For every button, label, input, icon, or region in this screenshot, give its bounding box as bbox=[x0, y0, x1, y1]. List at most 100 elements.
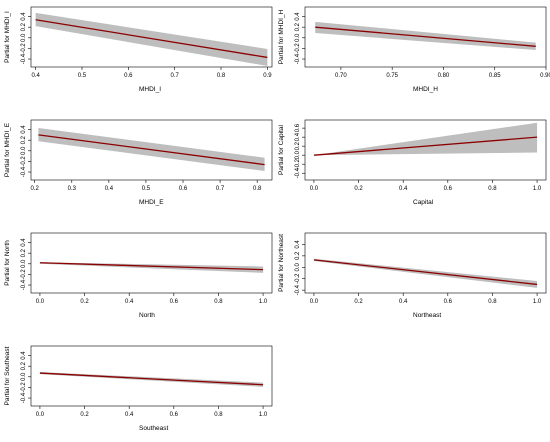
y-tick-label: 0.0 bbox=[295, 150, 301, 159]
x-tick-label: 0.6 bbox=[170, 412, 179, 418]
y-tick-label: -0.4 bbox=[21, 166, 27, 177]
x-tick-label: 0.4 bbox=[399, 299, 408, 305]
x-tick-label: 0.6 bbox=[444, 186, 453, 192]
fitted-line bbox=[39, 372, 264, 386]
y-tick-label: 0.2 bbox=[21, 135, 27, 144]
y-axis-label: Partial for North bbox=[4, 240, 11, 286]
x-tick-label: 0.7 bbox=[171, 73, 180, 79]
y-axis-label: Partial for Capital bbox=[278, 125, 285, 175]
y-tick-label: 0.4 bbox=[295, 240, 301, 249]
y-tick-label: 0.2 bbox=[21, 22, 27, 31]
x-tick-label: 0.2 bbox=[354, 186, 363, 192]
y-tick-label: 0.2 bbox=[295, 141, 301, 150]
x-tick-label: 0.0 bbox=[310, 186, 319, 192]
plot-frame bbox=[30, 345, 273, 407]
x-tick-label: 0.80 bbox=[438, 73, 450, 79]
y-tick-label: -0.2 bbox=[21, 43, 27, 54]
y-tick-label: 0.4 bbox=[295, 132, 301, 141]
y-tick-label: 0.2 bbox=[295, 22, 301, 31]
y-tick-label: -0.2 bbox=[295, 158, 301, 169]
x-axis-label: North bbox=[139, 312, 155, 319]
x-tick-label: 0.0 bbox=[36, 299, 45, 305]
x-tick-label: 0.5 bbox=[142, 186, 151, 192]
x-tick-label: 1.0 bbox=[533, 186, 542, 192]
x-axis-label: Capital bbox=[413, 199, 434, 206]
x-tick-label: 0.4 bbox=[125, 299, 134, 305]
y-tick-label: 0.2 bbox=[295, 251, 301, 260]
x-tick-label: 0.90 bbox=[540, 73, 550, 79]
panel-4: 0.0 0.2 0.4 0.6 0.8 1.0-0.4-0.20.00.20.40.6Ca… bbox=[278, 119, 547, 206]
x-axis-label: MHDI_E bbox=[139, 199, 164, 206]
x-tick-label: 0.2 bbox=[31, 186, 40, 192]
y-tick-label: -0.2 bbox=[295, 273, 301, 284]
y-tick-label: 0.0 bbox=[21, 33, 27, 42]
y-tick-label: 0.0 bbox=[295, 33, 301, 42]
confidence-band bbox=[313, 122, 538, 156]
x-tick-label: 0.6 bbox=[444, 299, 453, 305]
y-tick-label: 0.2 bbox=[21, 248, 27, 257]
y-tick-label: 0.4 bbox=[21, 12, 27, 21]
x-tick-label: 1.0 bbox=[259, 412, 268, 418]
x-tick-label: 0.8 bbox=[253, 186, 262, 192]
x-tick-label: 0.6 bbox=[170, 299, 179, 305]
y-tick-label: 0.2 bbox=[21, 361, 27, 370]
panel-3: 0.2 0.3 0.4 0.5 0.6 0.7 0.8-0.4-0.20.00.20.4MH… bbox=[4, 119, 273, 206]
x-tick-label: 0.4 bbox=[125, 412, 134, 418]
y-tick-label: -0.2 bbox=[21, 269, 27, 280]
x-tick-label: 0.7 bbox=[216, 186, 225, 192]
plot-frame bbox=[30, 6, 273, 68]
y-tick-label: 0.0 bbox=[21, 146, 27, 155]
x-tick-label: 0.4 bbox=[105, 186, 114, 192]
panel-7: 0.0 0.2 0.4 0.6 0.8 1.0-0.4-0.20.00.20.4South… bbox=[4, 345, 273, 432]
plot-frame bbox=[304, 232, 547, 294]
x-tick-label: 0.70 bbox=[335, 73, 347, 79]
x-tick-label: 0.0 bbox=[36, 412, 45, 418]
x-axis-label: MHDI_H bbox=[413, 86, 438, 93]
plot-frame bbox=[304, 119, 547, 181]
x-tick-label: 0.9 bbox=[263, 73, 272, 79]
y-axis-label: Partial for MHDI_I bbox=[4, 11, 11, 63]
fitted-line bbox=[313, 136, 538, 156]
y-tick-label: 0.4 bbox=[21, 238, 27, 247]
plot-frame bbox=[30, 232, 273, 294]
fitted-line bbox=[315, 26, 536, 47]
x-axis-label: Southeast bbox=[139, 425, 168, 432]
fitted-line bbox=[313, 259, 538, 286]
x-tick-label: 0.4 bbox=[399, 186, 408, 192]
x-tick-label: 0.0 bbox=[310, 299, 319, 305]
y-tick-label: -0.2 bbox=[21, 382, 27, 393]
y-axis-label: Partial for MHDI_E bbox=[4, 122, 11, 177]
y-tick-label: -0.4 bbox=[295, 284, 301, 295]
y-tick-label: 0.6 bbox=[295, 123, 301, 132]
x-tick-label: 0.2 bbox=[80, 412, 89, 418]
y-tick-label: -0.2 bbox=[295, 43, 301, 54]
x-axis-label: Northeast bbox=[413, 312, 441, 319]
x-tick-label: 0.4 bbox=[31, 73, 40, 79]
x-tick-label: 0.75 bbox=[386, 73, 398, 79]
x-tick-label: 0.3 bbox=[68, 186, 77, 192]
fitted-line bbox=[38, 134, 265, 166]
x-tick-label: 0.8 bbox=[488, 299, 497, 305]
x-tick-label: 0.2 bbox=[80, 299, 89, 305]
y-tick-label: 0.0 bbox=[21, 259, 27, 268]
fitted-line bbox=[35, 19, 268, 59]
panel-2: 0.70 0.75 0.80 0.85 0.90 -0.4-0.20.0 0.20.4 MHD… bbox=[278, 6, 550, 93]
y-tick-label: 0.4 bbox=[21, 125, 27, 134]
y-axis-label: Partial for Southeast bbox=[4, 346, 11, 405]
x-axis-label: MHDI_I bbox=[139, 86, 161, 93]
y-tick-label: -0.4 bbox=[295, 53, 301, 64]
y-tick-label: -0.4 bbox=[21, 279, 27, 290]
x-tick-label: 0.8 bbox=[217, 73, 226, 79]
y-axis-label: Partial for Northeast bbox=[278, 234, 285, 292]
x-tick-label: 0.5 bbox=[78, 73, 87, 79]
y-tick-label: -0.4 bbox=[295, 167, 301, 178]
panel-5: 0.0 0.2 0.4 0.6 0.8 1.0-0.4-0.20.00.20.4North… bbox=[4, 232, 273, 319]
x-tick-label: 0.8 bbox=[214, 299, 223, 305]
y-tick-label: 0.4 bbox=[295, 12, 301, 21]
x-tick-label: 0.8 bbox=[488, 186, 497, 192]
x-tick-label: 1.0 bbox=[259, 299, 268, 305]
y-tick-label: -0.4 bbox=[21, 392, 27, 403]
x-tick-label: 0.6 bbox=[124, 73, 133, 79]
confidence-band bbox=[315, 21, 536, 51]
